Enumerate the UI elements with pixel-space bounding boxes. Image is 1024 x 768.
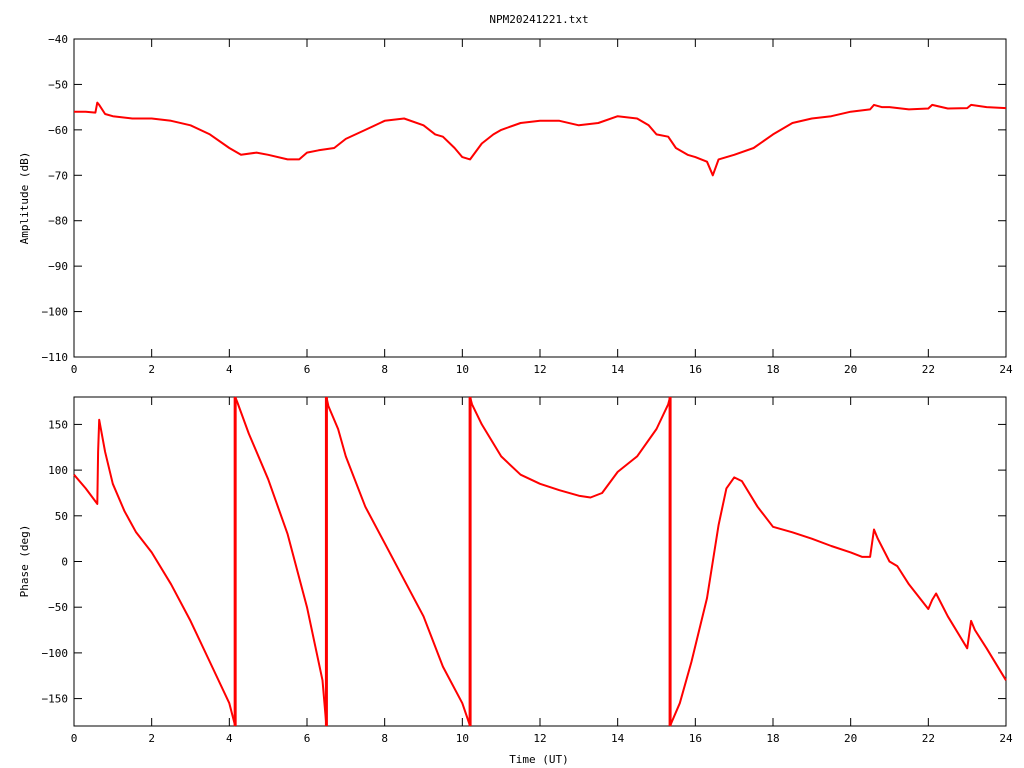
x-tick-label: 0	[71, 363, 78, 376]
x-tick-label: 12	[533, 363, 546, 376]
x-tick-label: 2	[148, 732, 155, 745]
y-tick-label: 100	[48, 464, 68, 477]
phase-x-ticks: 0 2 4 6 8 10 12 14 16 18 20 22 24	[71, 397, 1013, 745]
x-tick-label: 18	[766, 363, 779, 376]
y-tick-label: 50	[55, 510, 68, 523]
phase-y-ticks: −150 −100 −50 0 50 100 150	[42, 418, 1006, 706]
y-tick-label: −60	[48, 124, 68, 137]
x-tick-label: 24	[999, 363, 1013, 376]
amplitude-y-ticks: −110 −100 −90 −80 −70 −60 −50 −40	[42, 33, 1006, 364]
phase-series	[73, 396, 1007, 727]
x-tick-label: 16	[689, 363, 702, 376]
y-tick-label: −100	[42, 306, 69, 319]
x-tick-label: 8	[381, 363, 388, 376]
x-tick-label: 0	[71, 732, 78, 745]
y-tick-label: −70	[48, 169, 68, 182]
x-tick-label: 16	[689, 732, 702, 745]
series-line-0	[74, 101, 1007, 177]
y-tick-label: −50	[48, 601, 68, 614]
x-tick-label: 6	[304, 732, 311, 745]
phase-plot-frame	[73, 396, 1007, 727]
x-tick-label: 6	[304, 363, 311, 376]
x-tick-label: 14	[611, 363, 625, 376]
series-line-0	[73, 418, 237, 727]
x-tick-label: 24	[999, 732, 1013, 745]
x-tick-label: 2	[148, 363, 155, 376]
amplitude-y-axis-label: Amplitude (dB)	[18, 152, 31, 245]
y-tick-label: −110	[42, 351, 69, 364]
phase-x-axis-label: Time (UT)	[509, 753, 569, 766]
y-tick-label: −40	[48, 33, 68, 46]
x-tick-label: 22	[922, 363, 935, 376]
x-tick-label: 10	[456, 363, 469, 376]
x-tick-label: 20	[844, 363, 857, 376]
y-tick-label: −80	[48, 215, 68, 228]
amplitude-plot-frame	[73, 38, 1007, 358]
y-tick-label: −100	[42, 647, 69, 660]
series-line-2	[325, 396, 472, 727]
x-tick-label: 4	[226, 363, 233, 376]
series-line-3	[469, 396, 672, 499]
y-tick-label: −150	[42, 693, 69, 706]
x-tick-label: 14	[611, 732, 625, 745]
series-line-4	[669, 476, 1007, 727]
x-tick-label: 18	[766, 732, 779, 745]
x-tick-label: 20	[844, 732, 857, 745]
amplitude-x-ticks: 0 2 4 6 8 10 12 14 16 18 20 22 24	[71, 39, 1013, 376]
amplitude-series	[74, 101, 1007, 177]
y-tick-label: −90	[48, 260, 68, 273]
phase-y-axis-label: Phase (deg)	[18, 525, 31, 598]
x-tick-label: 22	[922, 732, 935, 745]
y-tick-label: −50	[48, 78, 68, 91]
x-tick-label: 4	[226, 732, 233, 745]
x-tick-label: 12	[533, 732, 546, 745]
series-line-1	[234, 396, 328, 727]
y-tick-label: 0	[61, 556, 68, 569]
x-tick-label: 10	[456, 732, 469, 745]
chart-title: NPM20241221.txt	[489, 13, 588, 26]
x-tick-label: 8	[381, 732, 388, 745]
y-tick-label: 150	[48, 418, 68, 431]
amplitude-panel: −110−100−90−80−70−60−50−40 0 2 4 6 8 10 12 14 16…	[18, 33, 1013, 376]
